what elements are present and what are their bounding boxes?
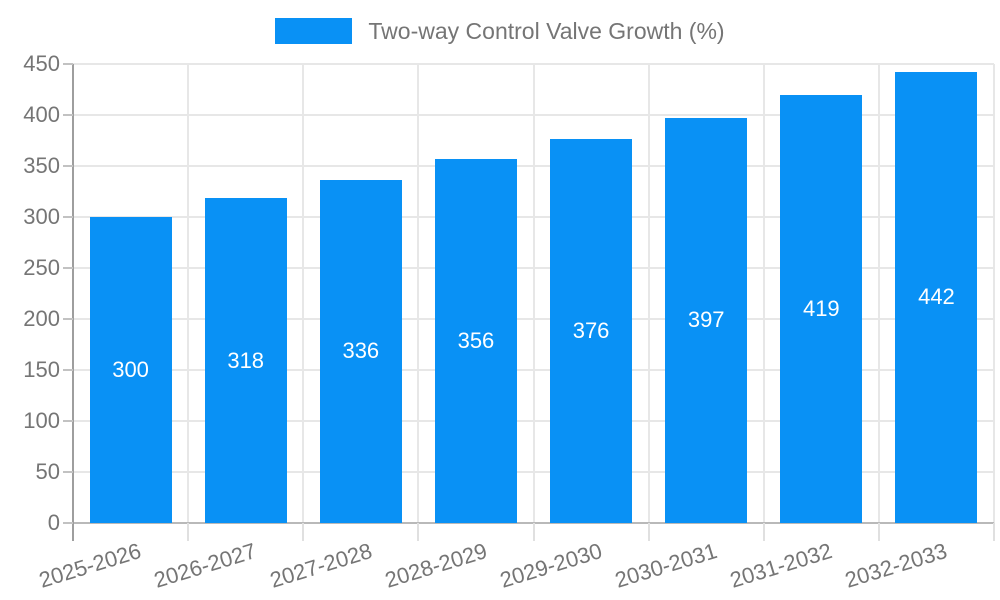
legend-label: Two-way Control Valve Growth (%) [368,18,725,44]
bar-value-label: 419 [802,296,840,322]
y-axis-tick [63,215,73,218]
y-axis-label: 400 [23,101,60,127]
y-axis-line [72,63,74,541]
bar-value-label: 318 [227,347,265,373]
x-axis-tick [993,523,995,541]
y-axis-tick [63,113,73,116]
x-axis-label: 2028-2029 [381,538,490,593]
y-axis-label: 100 [23,407,60,433]
x-axis-label: 2027-2028 [266,538,375,593]
gridline-vertical [187,63,190,523]
gridline-vertical [647,63,650,523]
gridline-vertical [877,63,880,523]
y-axis-tick [63,164,73,167]
y-axis-label: 250 [23,254,60,280]
x-axis-label: 2029-2030 [496,538,605,593]
x-axis-tick [187,523,190,541]
y-axis-label: 350 [23,152,60,178]
y-axis-tick [63,419,73,422]
legend: Two-way Control Valve Growth (%) [0,17,1000,45]
y-axis-label: 450 [23,50,60,76]
x-axis-label: 2026-2027 [151,538,260,593]
gridline-vertical [762,63,765,523]
x-axis-tick [302,523,305,541]
x-axis-label: 2030-2031 [611,538,720,593]
y-axis-label: 300 [23,203,60,229]
bar-value-label: 397 [687,307,725,333]
y-axis-tick [63,62,73,65]
bar[interactable]: 318 [204,198,287,523]
bar-value-label: 356 [457,328,495,354]
x-axis-tick [762,523,765,541]
y-axis-label: 50 [35,458,60,484]
legend-swatch-icon [275,18,353,44]
y-axis-label: 200 [23,305,60,331]
x-axis-label: 2031-2032 [727,538,836,593]
bar-value-label: 300 [112,356,149,382]
bar[interactable]: 336 [319,179,402,523]
gridline-vertical [417,63,420,523]
y-axis-tick [63,317,73,320]
bar-value-label: 336 [342,338,380,364]
bar[interactable]: 397 [665,117,748,523]
y-axis-tick [63,266,73,269]
x-axis-tick [647,523,650,541]
y-axis-tick [63,522,73,524]
x-axis-tick [417,523,420,541]
y-axis-tick [63,470,73,473]
bar[interactable]: 419 [780,95,863,523]
x-axis-label: 2032-2033 [842,538,951,593]
x-axis-tick [877,523,880,541]
y-axis-label: 0 [47,510,60,535]
y-axis-label: 150 [23,356,60,382]
bar[interactable]: 300 [89,216,172,523]
x-axis-label: 2025-2026 [36,538,145,593]
gridline-vertical [302,63,305,523]
bar-value-label: 376 [572,318,610,344]
bar[interactable]: 356 [434,159,517,523]
bar[interactable]: 442 [895,71,978,523]
y-axis-tick [63,368,73,371]
gridline-vertical [993,63,995,523]
gridline-vertical [532,63,535,523]
bar-value-label: 442 [918,284,955,310]
bar[interactable]: 376 [550,139,633,523]
x-axis-tick [532,523,535,541]
